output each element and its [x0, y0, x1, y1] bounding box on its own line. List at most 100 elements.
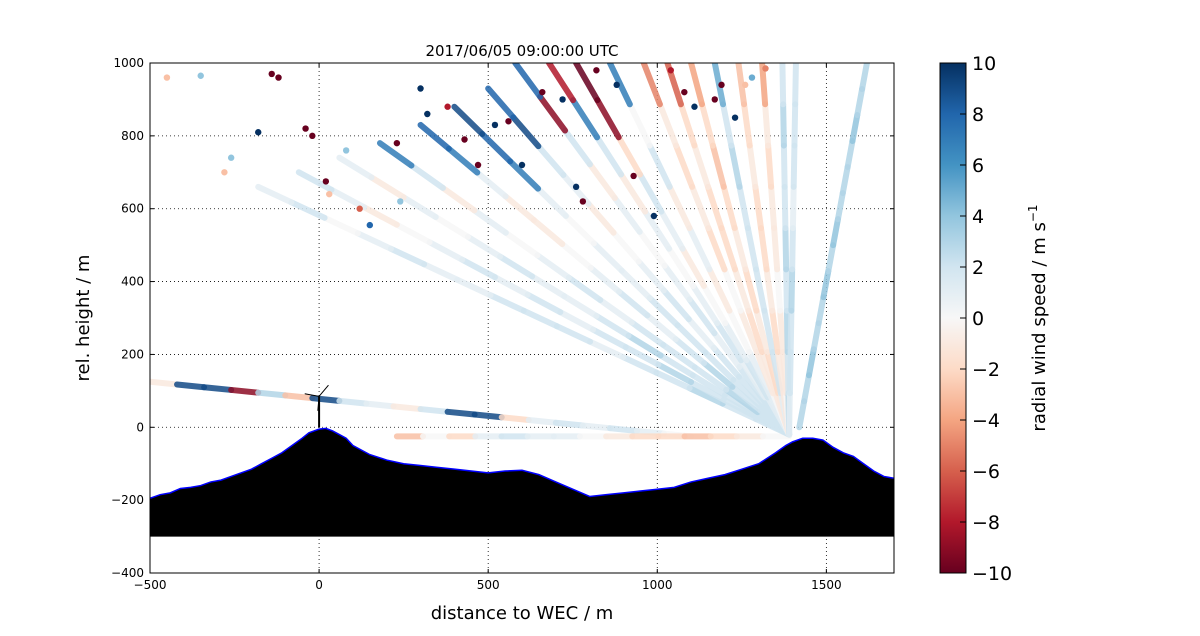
beam-segment	[255, 183, 295, 206]
data-point	[718, 81, 725, 89]
beam-segment	[859, 63, 870, 93]
beam-segment	[672, 336, 708, 367]
colorbar-tick-label: −8	[972, 512, 1000, 534]
beam-segment	[689, 183, 712, 232]
colorbar-tick-label: 10	[972, 53, 996, 75]
beam-segment	[786, 390, 793, 438]
beam-segment	[590, 240, 625, 274]
y-tick-label: −200	[111, 493, 144, 507]
beam-segment	[761, 307, 776, 355]
beam-segment	[585, 200, 617, 236]
colorbar-tick-label: 6	[972, 155, 984, 177]
beam-segment	[839, 164, 851, 197]
beam-segment	[309, 395, 343, 404]
data-point	[356, 205, 363, 212]
data-point	[559, 96, 566, 103]
beam-segment	[553, 323, 594, 345]
beam-segment	[764, 349, 782, 397]
beam-segment	[666, 183, 693, 232]
beam-segment	[491, 274, 531, 298]
beam-segment	[295, 169, 335, 193]
x-axis-label: distance to WEC / m	[431, 603, 614, 624]
beam-segment	[228, 386, 262, 396]
beam-segment	[618, 267, 653, 301]
beam-segment	[507, 158, 542, 192]
colorbar-label-text: radial wind speed / m s	[1029, 222, 1050, 431]
beam-segment	[445, 145, 481, 176]
colorbar: 10 8 6 4 2 0 −2 −4 −6 −8 −10 radial wind speed / m…	[939, 53, 1050, 585]
beam-segment	[606, 425, 640, 434]
beam-segment	[618, 171, 649, 215]
beam-segment	[815, 294, 827, 327]
beam-segment	[361, 204, 400, 228]
beam-segment	[587, 264, 623, 295]
beam-segment	[421, 261, 461, 283]
beam-segment	[765, 142, 775, 190]
beam-segment	[561, 293, 600, 319]
data-point	[342, 147, 350, 154]
beam-segment	[586, 161, 618, 202]
beam-segment	[789, 183, 797, 232]
beam-segment	[720, 101, 735, 149]
data-point	[255, 129, 262, 136]
beam-segment	[587, 338, 627, 361]
y-tick-label: 1000	[113, 56, 144, 70]
colorbar-tick-label: −2	[972, 359, 1000, 381]
terrain-fill	[150, 428, 894, 537]
data-point	[322, 178, 330, 185]
beam-segment	[735, 63, 748, 108]
beam-segment	[439, 184, 478, 214]
beam-segment	[769, 307, 781, 355]
beam-segment	[328, 186, 368, 211]
beam-segment	[636, 228, 668, 269]
data-point	[444, 103, 451, 110]
data-point	[630, 172, 637, 180]
beam-ray-4	[376, 140, 793, 438]
colorbar-tick-label: 8	[972, 104, 984, 126]
colorbar-tick-label: −10	[972, 563, 1012, 585]
beam-segment	[730, 376, 765, 411]
beam-segment	[390, 403, 424, 413]
data-point	[572, 183, 580, 191]
beam-segment	[787, 307, 795, 355]
beam-segment	[714, 320, 745, 364]
beam-segment	[691, 364, 730, 393]
beam-ray-8	[512, 63, 793, 438]
beam-segment	[282, 392, 316, 402]
beam-segment	[417, 406, 451, 415]
beam-segment	[537, 93, 569, 134]
beam-segment	[769, 349, 784, 397]
data-point	[691, 103, 698, 110]
beam-segment	[464, 233, 504, 260]
beam-segment	[763, 266, 776, 314]
beam-segment	[731, 225, 749, 273]
beam-segment	[400, 194, 439, 221]
beam-segment	[718, 225, 739, 273]
beam-segment	[471, 207, 509, 236]
data-point	[762, 65, 769, 72]
beam-segment	[387, 245, 428, 268]
x-tick-label: 1000	[642, 578, 673, 592]
data-point	[613, 81, 620, 89]
beam-segment	[820, 268, 832, 301]
beam-segment	[640, 63, 663, 108]
data-point	[163, 74, 171, 81]
beam-segment	[502, 193, 537, 224]
beam-segment	[729, 383, 764, 414]
beam-ray-19	[786, 63, 799, 438]
beam-segment	[656, 101, 680, 149]
beam-segment	[844, 138, 856, 171]
beam-segment	[646, 142, 673, 190]
beam-segment	[474, 169, 509, 200]
beam-segment	[701, 360, 736, 390]
data-point	[681, 88, 688, 96]
chart-title: 2017/06/05 09:00:00 UTC	[425, 42, 618, 60]
colorbar-tick-label: 4	[972, 206, 984, 228]
beam-segment	[606, 63, 633, 108]
beam-ray-9	[546, 63, 793, 438]
beam-segment	[791, 101, 799, 149]
beam-segment	[728, 142, 743, 190]
beam-segment	[336, 154, 375, 181]
beam-segment	[451, 103, 486, 138]
data-point	[593, 67, 600, 74]
